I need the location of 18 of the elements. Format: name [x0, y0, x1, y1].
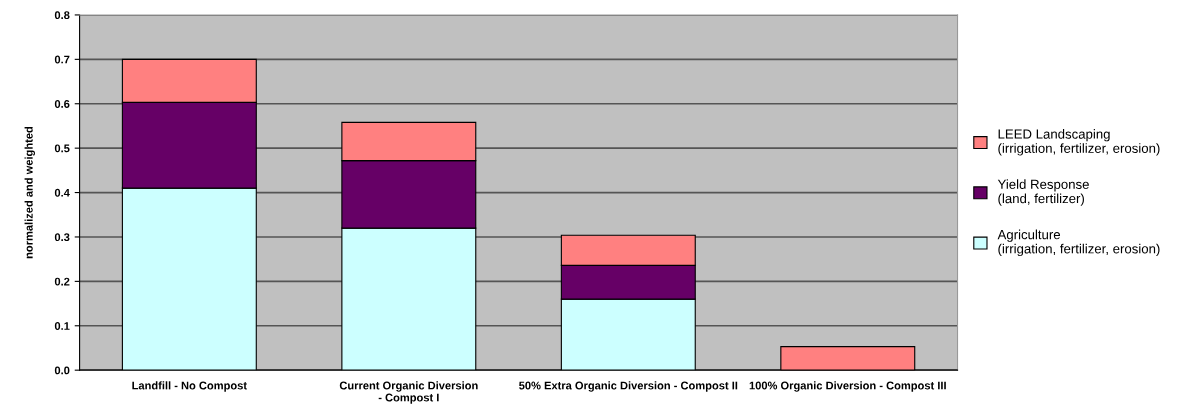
x-tick-label: 50% Extra Organic Diversion - Compost II	[519, 381, 738, 392]
y-tick-label: 0.1	[54, 322, 70, 330]
y-tick-label: 0.0	[54, 366, 70, 375]
bar	[780, 346, 916, 371]
y-tick-label: 0.7	[54, 55, 70, 64]
x-tick-label: Current Organic Diversion - Compost I	[339, 381, 478, 404]
y-tick-label: 0.2	[54, 277, 70, 286]
y-tick-label: 0.3	[54, 233, 70, 242]
y-tick-label: 0.5	[54, 144, 70, 153]
x-tick-label: 100% Organic Diversion - Compost III	[749, 381, 946, 392]
legend-label: Yield Response (land, fertilizer)	[997, 179, 1089, 206]
y-tick-label: 0.4	[54, 188, 70, 197]
y-tick-label: 0.6	[54, 100, 70, 108]
y-axis-title: normalized and weighted	[24, 126, 35, 259]
y-tick-label: 0.8	[54, 11, 70, 20]
legend-label: Agriculture (irrigation, fertilizer, erosion)	[997, 229, 1160, 257]
x-tick-label: Landfill - No Compost	[132, 381, 247, 392]
legend-label: LEED Landscaping (irrigation, fertilizer, erosion)	[998, 129, 1160, 156]
